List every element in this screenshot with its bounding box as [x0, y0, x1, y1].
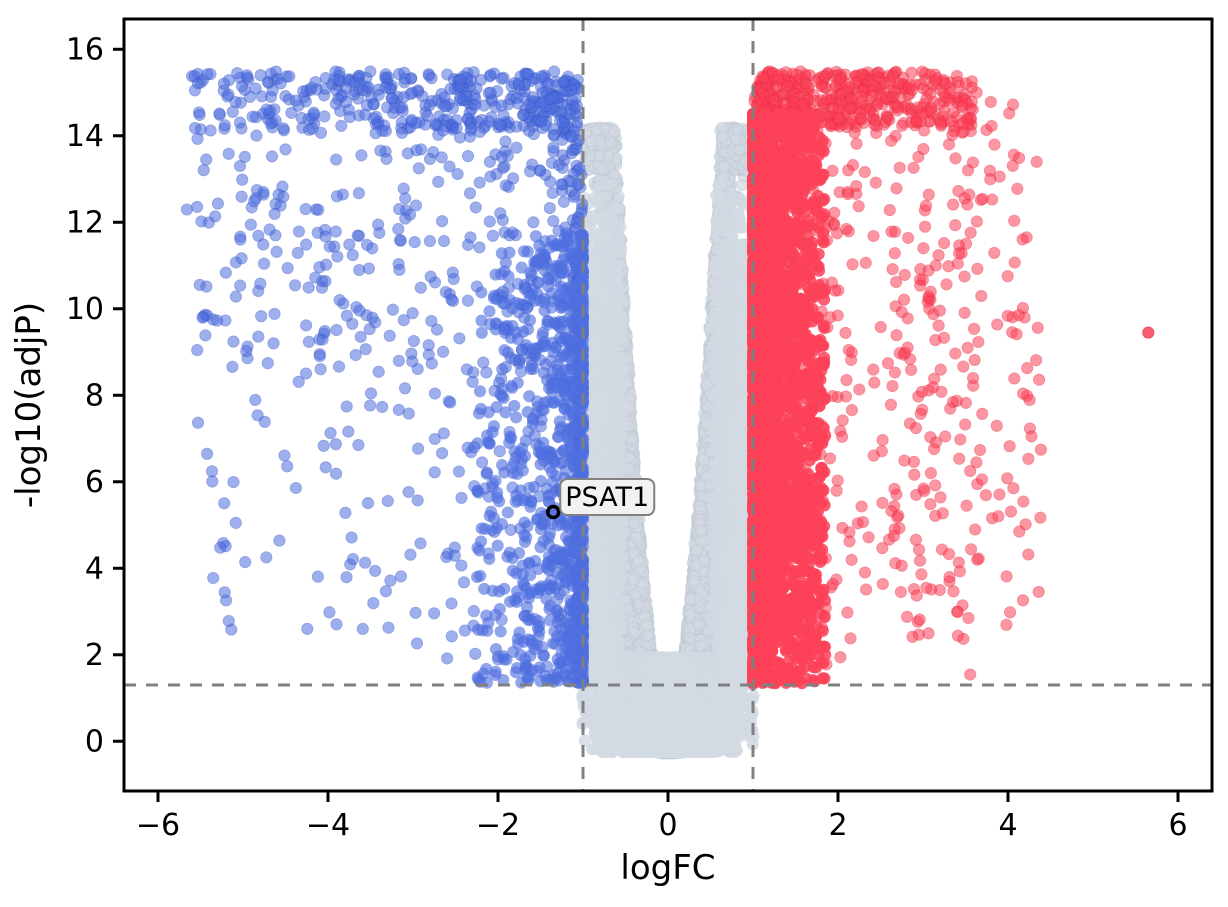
- volcano-plot-figure: PSAT1 −6 −4 −2 0 2 4 6 0 2 4 6 8 10 12 14 16 logFC -log…: [9, 17, 1214, 888]
